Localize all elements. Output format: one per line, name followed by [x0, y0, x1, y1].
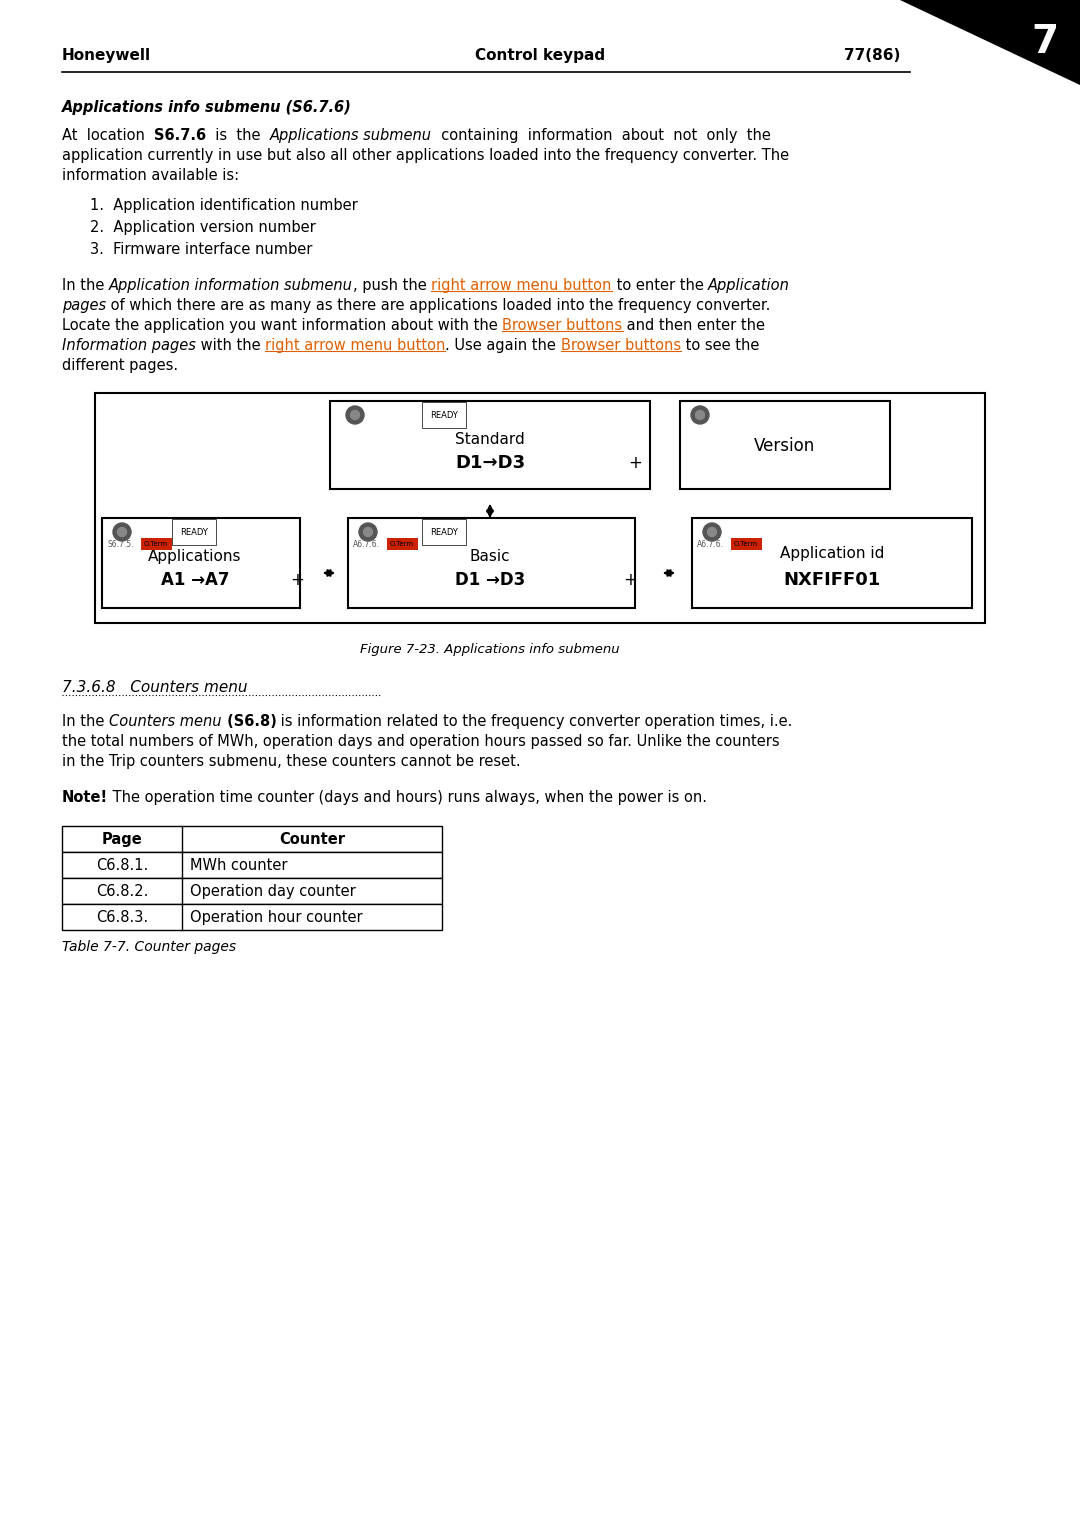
Text: Honeywell: Honeywell — [62, 47, 151, 63]
Circle shape — [118, 527, 126, 536]
Text: different pages.: different pages. — [62, 358, 178, 373]
Text: READY: READY — [180, 527, 207, 536]
Text: O.Term: O.Term — [734, 541, 758, 547]
Text: D1 →D3: D1 →D3 — [455, 571, 525, 588]
Text: Operation day counter: Operation day counter — [190, 883, 355, 898]
Text: C6.8.1.: C6.8.1. — [96, 857, 148, 872]
Text: +: + — [623, 571, 637, 588]
Text: In the: In the — [62, 714, 109, 729]
Text: (S6.8): (S6.8) — [221, 714, 276, 729]
Text: MWh counter: MWh counter — [190, 857, 287, 872]
FancyBboxPatch shape — [102, 518, 300, 608]
Circle shape — [351, 411, 360, 420]
Text: Control keypad: Control keypad — [475, 47, 605, 63]
Text: Browser buttons: Browser buttons — [561, 338, 681, 353]
Text: 77(86): 77(86) — [843, 47, 900, 63]
Text: A1 →A7: A1 →A7 — [161, 571, 229, 588]
Text: pages: pages — [62, 298, 106, 313]
Text: Version: Version — [754, 437, 815, 455]
Text: Basic: Basic — [470, 549, 511, 564]
Text: Note!: Note! — [62, 790, 108, 805]
Text: Figure 7-23. Applications info submenu: Figure 7-23. Applications info submenu — [361, 643, 620, 656]
Circle shape — [346, 406, 364, 423]
Text: Applications submenu: Applications submenu — [270, 128, 432, 144]
Text: READY: READY — [430, 411, 458, 420]
Text: The operation time counter (days and hours) runs always, when the power is on.: The operation time counter (days and hou… — [108, 790, 707, 805]
FancyBboxPatch shape — [62, 879, 442, 905]
FancyBboxPatch shape — [62, 827, 442, 853]
Text: Browser buttons: Browser buttons — [502, 318, 622, 333]
Text: Application id: Application id — [780, 545, 885, 561]
Circle shape — [113, 523, 131, 541]
Text: A6.7.6.: A6.7.6. — [697, 539, 724, 549]
Text: 3.  Firmware interface number: 3. Firmware interface number — [90, 241, 312, 257]
Text: in the Trip counters submenu, these counters cannot be reset.: in the Trip counters submenu, these coun… — [62, 753, 521, 769]
Text: Table 7-7. Counter pages: Table 7-7. Counter pages — [62, 940, 237, 953]
Text: Counters menu: Counters menu — [109, 714, 221, 729]
Circle shape — [703, 523, 721, 541]
Text: , push the: , push the — [353, 278, 431, 293]
Text: 7.3.6.8   Counters menu: 7.3.6.8 Counters menu — [62, 680, 247, 695]
Text: In the: In the — [62, 278, 109, 293]
Text: Applications: Applications — [148, 549, 242, 564]
Text: 2.  Application version number: 2. Application version number — [90, 220, 315, 235]
FancyBboxPatch shape — [95, 393, 985, 623]
FancyBboxPatch shape — [330, 400, 650, 489]
Circle shape — [691, 406, 708, 423]
Text: D1→D3: D1→D3 — [455, 454, 525, 472]
Text: to see the: to see the — [681, 338, 759, 353]
Text: Applications info submenu (S6.7.6): Applications info submenu (S6.7.6) — [62, 99, 352, 115]
Circle shape — [359, 523, 377, 541]
Text: application currently in use but also all other applications loaded into the fre: application currently in use but also al… — [62, 148, 789, 163]
Text: A6.7.6.: A6.7.6. — [353, 539, 380, 549]
Circle shape — [364, 527, 373, 536]
Text: is  the: is the — [206, 128, 270, 144]
Text: C6.8.2.: C6.8.2. — [96, 883, 148, 898]
Text: Operation hour counter: Operation hour counter — [190, 909, 363, 924]
FancyBboxPatch shape — [62, 853, 442, 879]
Circle shape — [696, 411, 704, 420]
Text: S6.7.6: S6.7.6 — [154, 128, 206, 144]
Text: and then enter the: and then enter the — [622, 318, 766, 333]
Text: of which there are as many as there are applications loaded into the frequency c: of which there are as many as there are … — [106, 298, 770, 313]
FancyBboxPatch shape — [680, 400, 890, 489]
Text: O.Term: O.Term — [144, 541, 168, 547]
Text: Application information submenu: Application information submenu — [109, 278, 353, 293]
Text: C6.8.3.: C6.8.3. — [96, 909, 148, 924]
Text: . Use again the: . Use again the — [445, 338, 561, 353]
Text: NXFIFF01: NXFIFF01 — [783, 571, 880, 588]
Circle shape — [707, 527, 716, 536]
Text: +: + — [291, 571, 303, 588]
Text: containing  information  about  not  only  the: containing information about not only th… — [432, 128, 771, 144]
FancyBboxPatch shape — [62, 905, 442, 931]
Text: 1.  Application identification number: 1. Application identification number — [90, 199, 357, 212]
Text: to enter the: to enter the — [611, 278, 708, 293]
Polygon shape — [900, 0, 1080, 86]
Text: Counter: Counter — [279, 831, 345, 847]
Text: O.Term: O.Term — [390, 541, 414, 547]
Text: is information related to the frequency converter operation times, i.e.: is information related to the frequency … — [276, 714, 793, 729]
Text: Application: Application — [708, 278, 789, 293]
FancyBboxPatch shape — [348, 518, 635, 608]
Text: right arrow menu button: right arrow menu button — [265, 338, 446, 353]
Text: Information pages: Information pages — [62, 338, 195, 353]
Text: S6.7.5.: S6.7.5. — [107, 539, 134, 549]
Text: READY: READY — [430, 527, 458, 536]
Text: right arrow menu button: right arrow menu button — [431, 278, 611, 293]
FancyBboxPatch shape — [692, 518, 972, 608]
Text: information available is:: information available is: — [62, 168, 239, 183]
Text: the total numbers of MWh, operation days and operation hours passed so far. Unli: the total numbers of MWh, operation days… — [62, 733, 780, 749]
Text: with the: with the — [195, 338, 265, 353]
Text: 7: 7 — [1031, 23, 1058, 61]
Text: Locate the application you want information about with the: Locate the application you want informat… — [62, 318, 502, 333]
Text: At  location: At location — [62, 128, 154, 144]
Text: +: + — [629, 454, 642, 472]
Text: Standard: Standard — [455, 431, 525, 446]
Text: Page: Page — [102, 831, 143, 847]
